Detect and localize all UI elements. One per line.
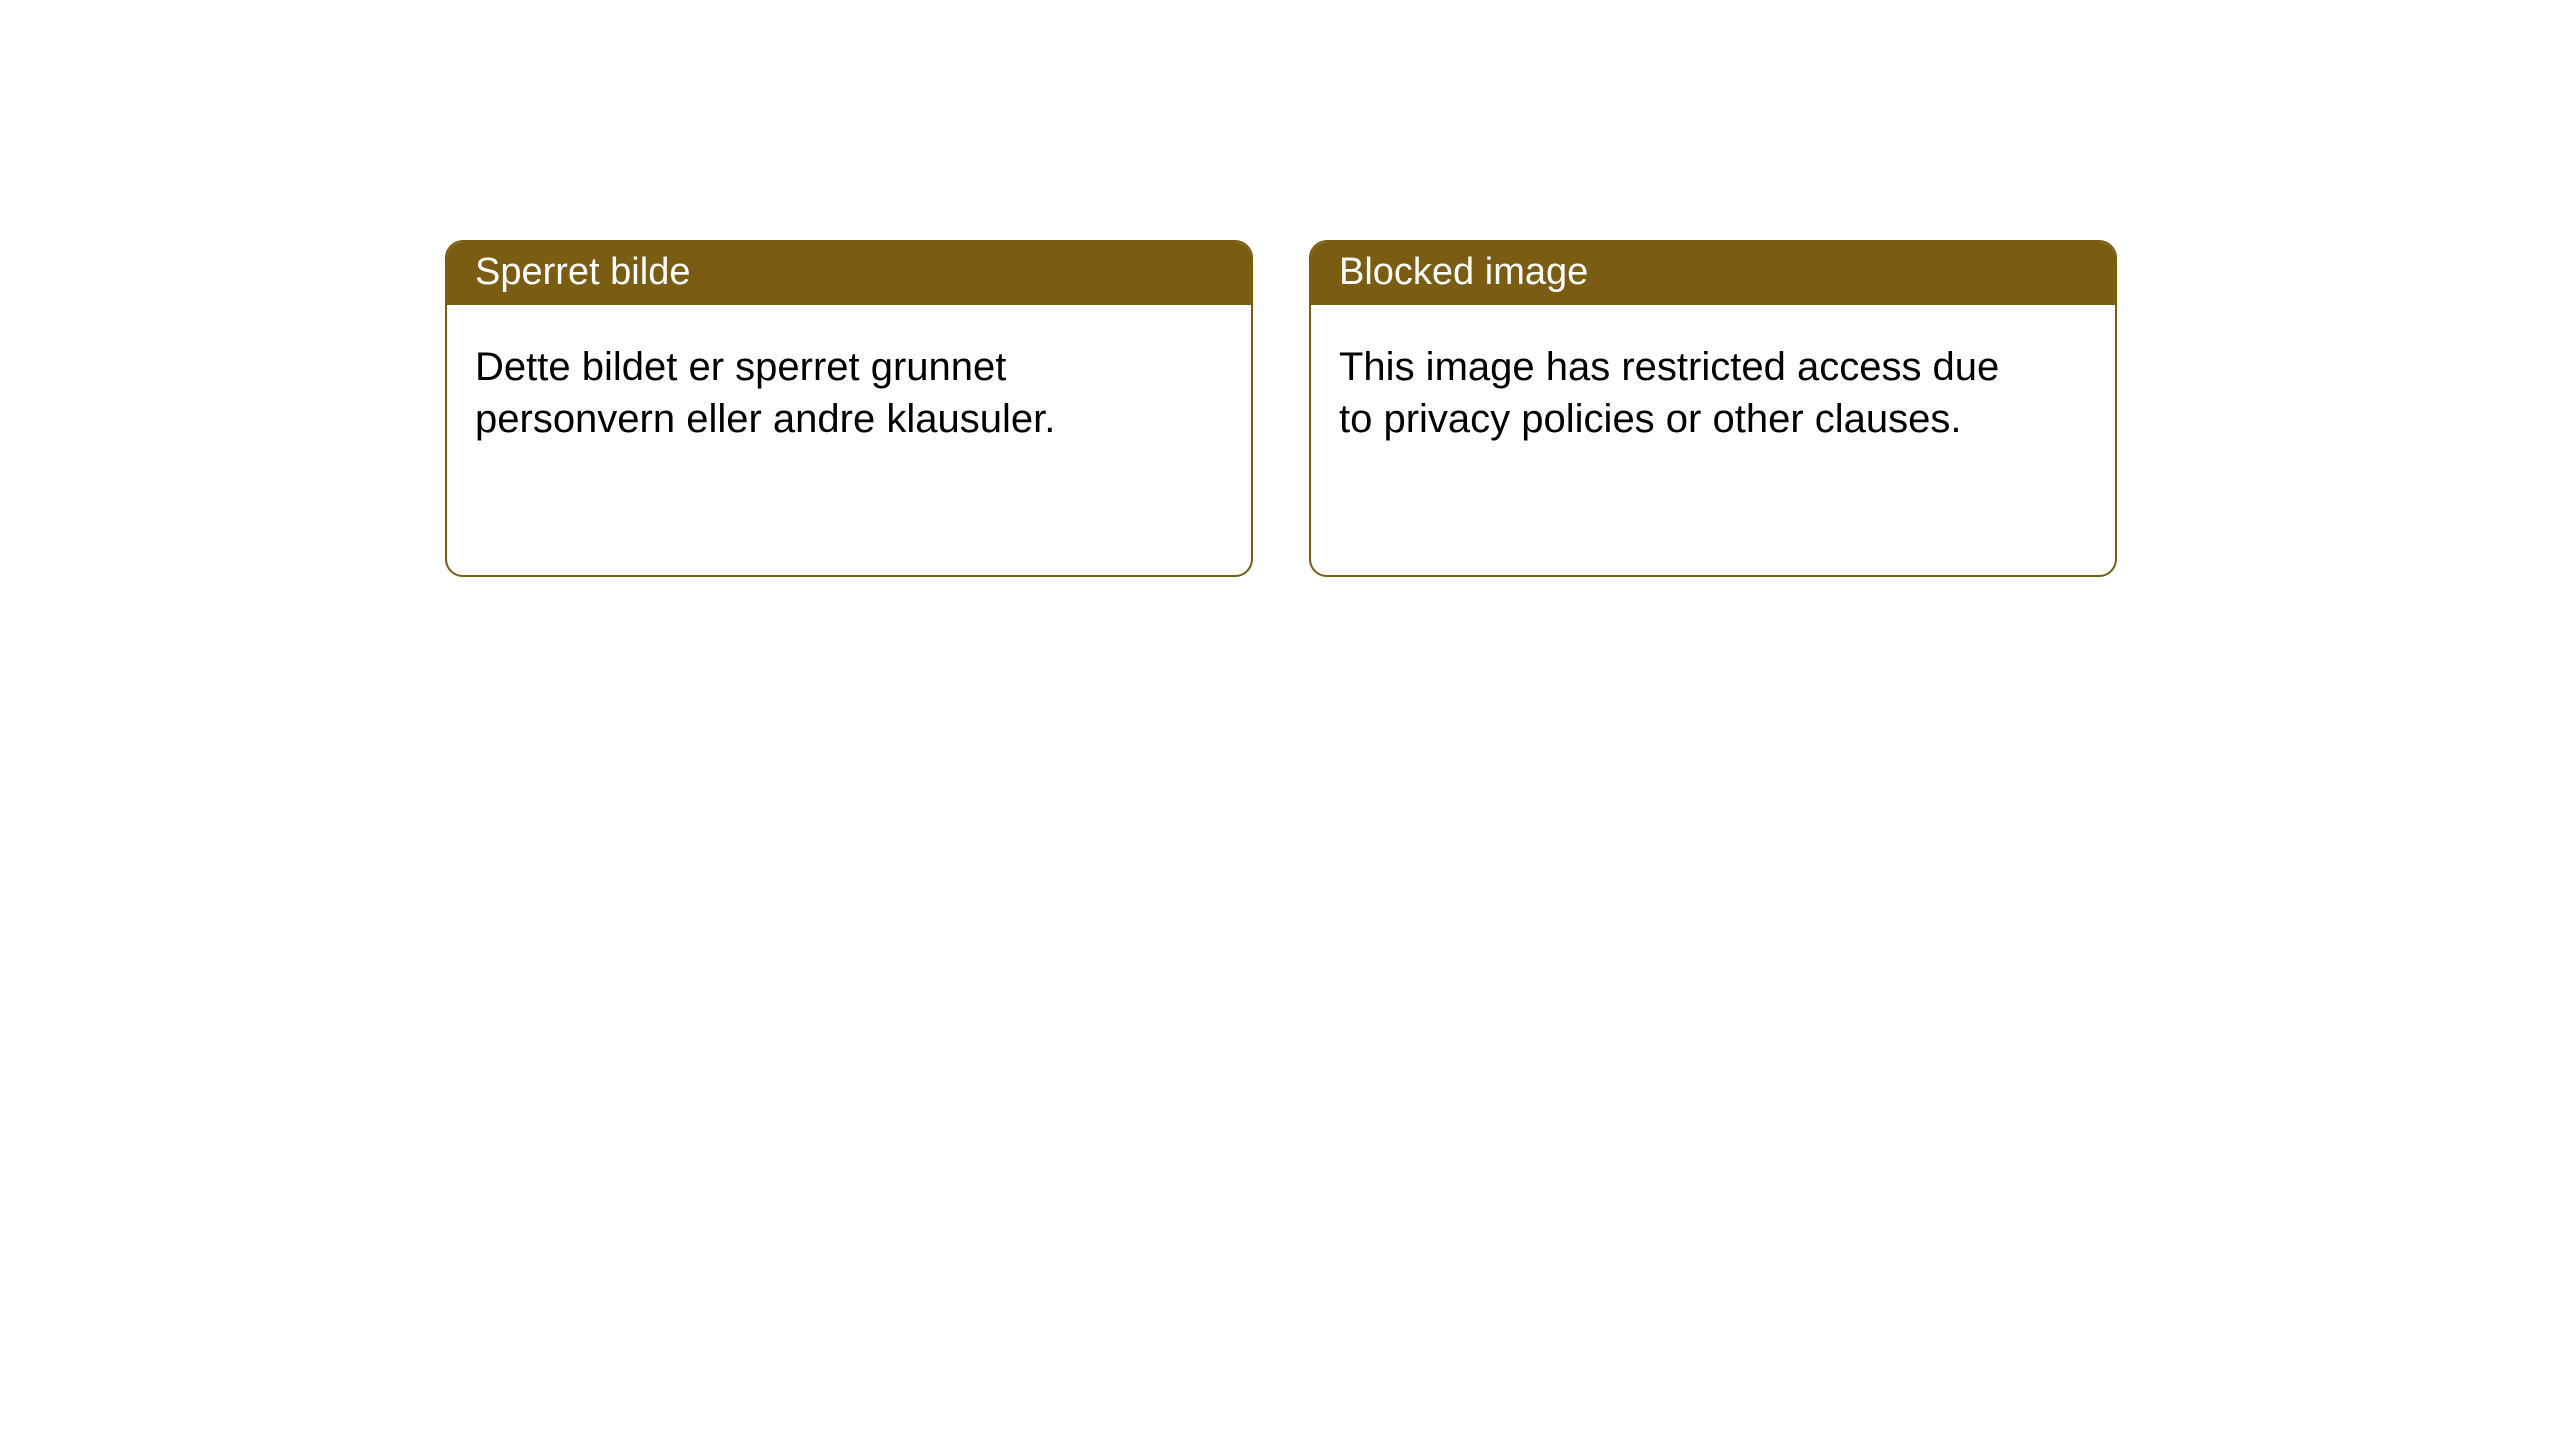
- notices-container: Sperret bilde Dette bildet er sperret gr…: [0, 0, 2560, 577]
- notice-text: This image has restricted access due to …: [1339, 341, 2019, 445]
- notice-header: Sperret bilde: [447, 242, 1251, 305]
- notice-body: Dette bildet er sperret grunnet personve…: [447, 305, 1251, 575]
- notice-title: Sperret bilde: [475, 251, 690, 293]
- notice-title: Blocked image: [1339, 251, 1588, 293]
- notice-card-english: Blocked image This image has restricted …: [1309, 240, 2117, 577]
- notice-body: This image has restricted access due to …: [1311, 305, 2115, 575]
- notice-header: Blocked image: [1311, 242, 2115, 305]
- notice-card-norwegian: Sperret bilde Dette bildet er sperret gr…: [445, 240, 1253, 577]
- notice-text: Dette bildet er sperret grunnet personve…: [475, 341, 1155, 445]
